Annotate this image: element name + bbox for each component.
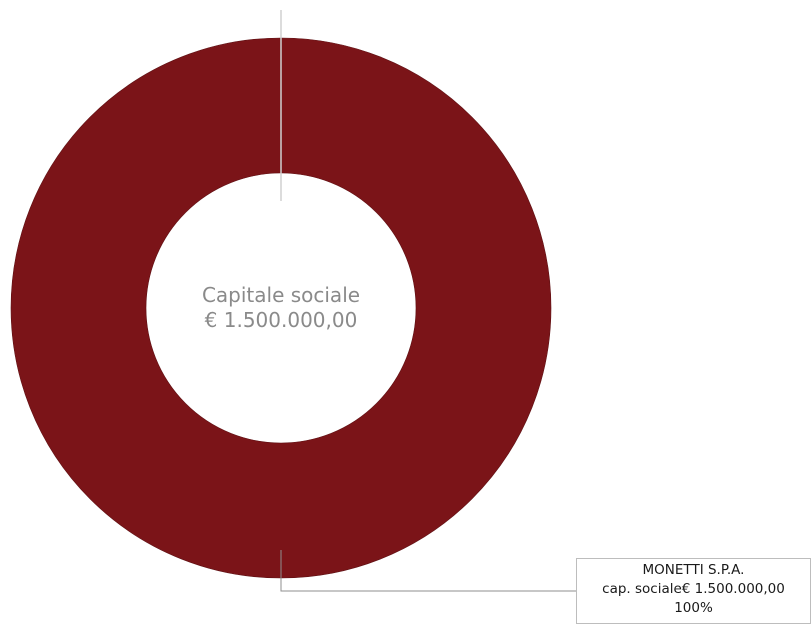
leader-lines [280,10,576,592]
donut-slices [10,37,552,579]
callout-detail: cap. sociale€ 1.500.000,00 [602,581,785,597]
slice-callout-monetti: MONETTI S.P.A. cap. sociale€ 1.500.000,0… [576,558,811,624]
callout-name: MONETTI S.P.A. [642,562,745,578]
center-label-value: € 1.500.000,00 [204,308,358,332]
center-label-title: Capitale sociale [201,283,361,307]
leader-line-monetti [280,550,576,592]
center-label: Capitale sociale € 1.500.000,00 [146,283,416,333]
callout-percent: 100% [674,600,713,616]
donut-slice-0[interactable] [10,37,552,579]
